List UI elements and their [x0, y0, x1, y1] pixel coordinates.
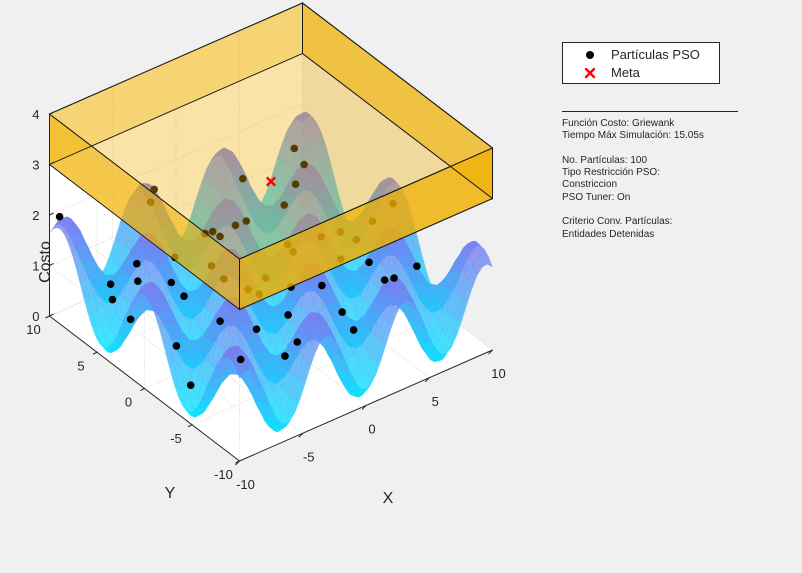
x-tick-mark: [298, 432, 304, 438]
particle-point: [365, 258, 373, 267]
particle-point: [133, 259, 141, 268]
particle-point: [252, 325, 261, 334]
z-tick-label: 0: [32, 309, 39, 324]
goal-layer: [266, 176, 276, 187]
particle-point: [55, 212, 64, 221]
z-tick-label: 2: [32, 208, 39, 223]
y-tick-label: 10: [26, 322, 40, 337]
particle-point: [126, 315, 135, 324]
legend-label-particles: Partículas PSO: [611, 47, 700, 62]
x-tick-mark: [361, 405, 367, 410]
info-convergence-label: Criterio Conv. Partículas:: [562, 216, 673, 228]
particle-point: [231, 221, 240, 230]
particle-point: [413, 262, 421, 271]
y-axis-label: Y: [165, 485, 176, 502]
legend: Partículas PSO Meta: [562, 42, 720, 84]
particle-point: [172, 342, 181, 350]
z-tick-label: 4: [32, 107, 39, 122]
constraint-box: [48, 1, 494, 311]
x-axis-label: X: [383, 490, 394, 507]
particle-point: [338, 308, 347, 316]
x-tick-label: 10: [491, 366, 505, 381]
particle-point: [108, 295, 117, 304]
info-restriction-type-value: Constriccion: [562, 179, 618, 191]
particle-point: [300, 160, 308, 169]
particle-point: [280, 201, 289, 209]
particle-point: [284, 311, 292, 319]
info-cost-function: Función Costo: Griewank: [562, 118, 675, 129]
particle-point: [150, 185, 158, 194]
particle-point: [106, 280, 115, 289]
z-axis-label: Costo: [37, 241, 54, 283]
y-tick-label: -10: [214, 467, 233, 482]
z-tick-label: 1: [32, 259, 39, 274]
z-tick-mark: [49, 313, 54, 317]
particle-point: [216, 317, 224, 326]
y-tick-mark: [45, 315, 50, 319]
info-max-time: Tiempo Máx Simulación: 15.05s: [562, 130, 704, 142]
legend-label-goal: Meta: [611, 65, 640, 80]
y-tick-mark: [92, 351, 98, 355]
particle-point: [186, 381, 195, 390]
black-dot-icon: [586, 51, 594, 59]
particle-point: [290, 144, 299, 153]
info-particle-count: No. Partículas: 100: [562, 154, 648, 166]
z-tick-mark: [49, 162, 54, 165]
particle-point: [390, 274, 398, 282]
box-top-edges: [48, 2, 494, 260]
y-tick-mark: [235, 460, 240, 464]
info-pso-tuner: PSO Tuner: On: [562, 191, 631, 203]
particle-point: [216, 232, 224, 241]
z-tick-mark: [49, 111, 54, 115]
particle-point: [380, 276, 389, 284]
particle-point: [167, 278, 176, 287]
particle-point: [180, 292, 188, 301]
y-tick-mark: [187, 424, 193, 428]
z-tick-mark: [49, 263, 54, 266]
goal-marker: [266, 176, 276, 187]
x-tick-label: 0: [368, 422, 375, 437]
y-tick-label: 5: [77, 358, 84, 373]
particle-point: [208, 227, 217, 236]
particle-point: [242, 217, 251, 225]
particle-point: [291, 180, 300, 188]
x-tick-mark: [488, 349, 493, 355]
legend-item-particles: Partículas PSO: [563, 46, 719, 64]
info-restriction-type-label: Tipo Restricción PSO:: [562, 167, 660, 179]
info-convergence-value: Entidades Detenidas: [562, 228, 655, 240]
grid-line: [48, 103, 303, 361]
legend-item-goal: Meta: [563, 64, 719, 82]
particle-point: [293, 338, 302, 346]
y-tick-label: -5: [170, 431, 182, 446]
particle-point: [349, 326, 358, 334]
simulation-info-panel: Función Costo: Griewank Tiempo Máx Simul…: [562, 111, 738, 241]
particle-point: [318, 281, 326, 290]
x-tick-mark: [424, 377, 430, 383]
particle-point: [281, 352, 289, 360]
z-tick-label: 3: [32, 158, 39, 173]
x-tick-label: -5: [303, 449, 315, 464]
y-tick-mark: [140, 388, 145, 391]
x-tick-label: 5: [432, 394, 439, 409]
particle-point: [239, 174, 247, 183]
z-tick-mark: [49, 212, 54, 216]
x-tick-label: -10: [236, 477, 255, 492]
particle-point: [236, 355, 245, 364]
y-tick-label: 0: [125, 395, 132, 410]
red-x-icon: [584, 67, 596, 79]
particle-point: [134, 277, 142, 286]
